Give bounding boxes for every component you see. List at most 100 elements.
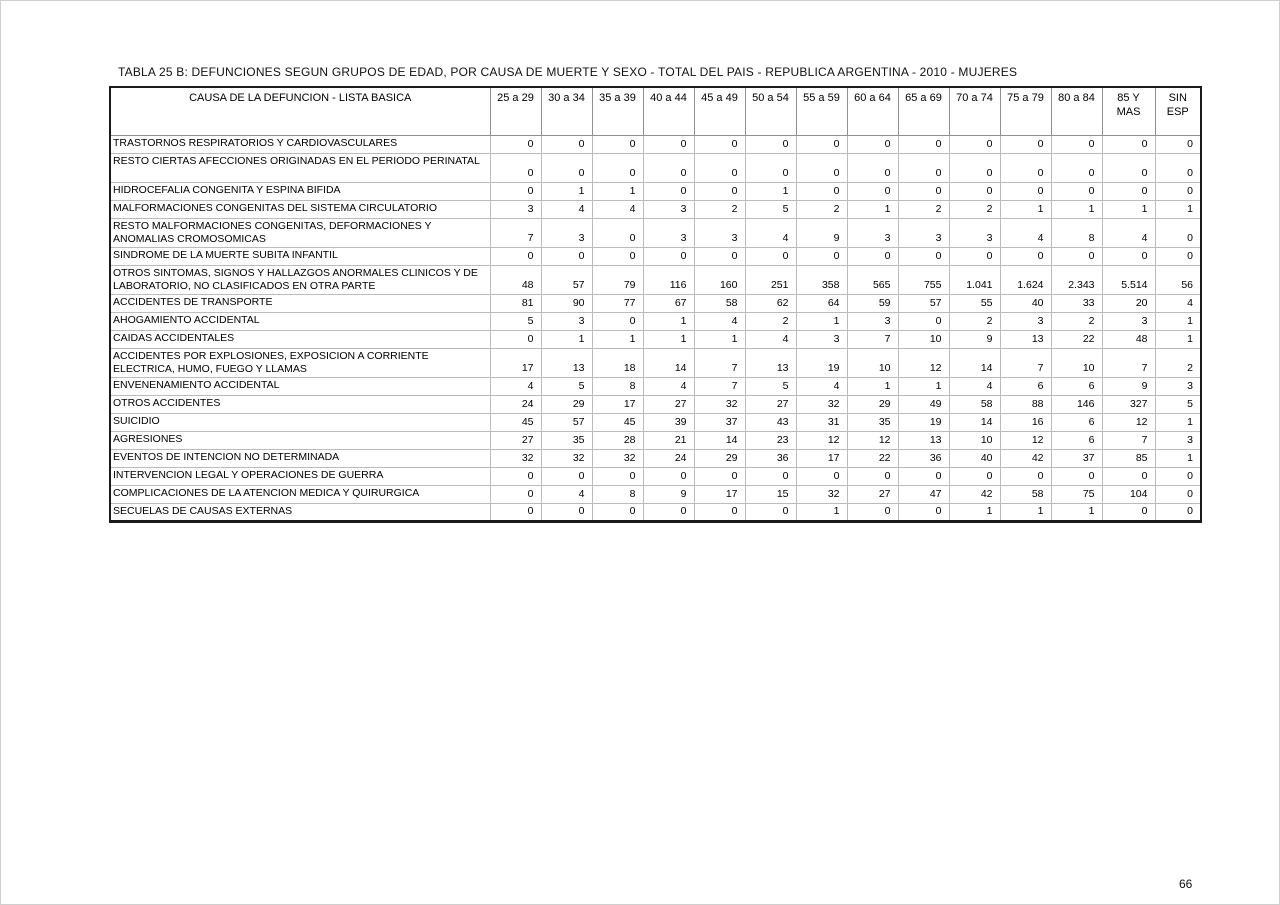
- value-cell: 0: [642, 466, 695, 486]
- value-cell: 36: [744, 448, 797, 468]
- value-cell: 7: [693, 347, 746, 378]
- value-cell: 17: [693, 484, 746, 504]
- value-cell: 6: [999, 376, 1052, 396]
- value-cell: 0: [1154, 217, 1202, 248]
- value-cell: 1: [642, 311, 695, 331]
- value-cell: 1: [540, 329, 593, 349]
- value-cell: 27: [846, 484, 899, 504]
- value-cell: 0: [897, 466, 950, 486]
- value-cell: 0: [591, 246, 644, 266]
- value-cell: 24: [642, 448, 695, 468]
- cause-cell: ACCIDENTES DE TRANSPORTE: [109, 293, 491, 313]
- value-cell: 57: [540, 264, 593, 295]
- value-cell: 19: [795, 347, 848, 378]
- table-row: SUICIDIO 45 57 45 39 37 43 31 35 19 14 16 6 12 1: [109, 412, 1202, 432]
- value-cell: 2: [1154, 347, 1202, 378]
- table-row: EVENTOS DE INTENCION NO DETERMINADA 32 32 3…: [109, 448, 1202, 468]
- cause-cell: OTROS ACCIDENTES: [109, 394, 491, 414]
- value-cell: 116: [642, 264, 695, 295]
- value-cell: 10: [1050, 347, 1103, 378]
- value-cell: 1: [1154, 311, 1202, 331]
- value-cell: 0: [642, 181, 695, 201]
- table-row: SINDROME DE LA MUERTE SUBITA INFANTIL 0 0 0…: [109, 246, 1202, 266]
- value-cell: 79: [591, 264, 644, 295]
- value-cell: 5: [744, 376, 797, 396]
- value-cell: 0: [795, 466, 848, 486]
- value-cell: 565: [846, 264, 899, 295]
- value-cell: 358: [795, 264, 848, 295]
- age-group-header-cell: 55 a 59: [795, 87, 848, 136]
- age-group-header-cell: 85 Y MAS: [1101, 87, 1156, 136]
- value-cell: 3: [795, 329, 848, 349]
- table-header: CAUSA DE LA DEFUNCION - LISTA BASICA 25 …: [109, 87, 1202, 136]
- value-cell: 0: [489, 502, 542, 522]
- value-cell: 5: [489, 311, 542, 331]
- value-cell: 29: [693, 448, 746, 468]
- value-cell: 14: [693, 430, 746, 450]
- value-cell: 1: [1154, 199, 1202, 219]
- value-cell: 32: [591, 448, 644, 468]
- value-cell: 4: [1101, 217, 1156, 248]
- age-group-header-cell: 80 a 84: [1050, 87, 1103, 136]
- value-cell: 0: [999, 181, 1052, 201]
- value-cell: 0: [897, 134, 950, 154]
- value-cell: 0: [948, 246, 1001, 266]
- age-group-header-cell: 75 a 79: [999, 87, 1052, 136]
- value-cell: 1: [1154, 329, 1202, 349]
- table-row: ACCIDENTES POR EXPLOSIONES, EXPOSICION A…: [109, 347, 1202, 378]
- value-cell: 0: [1050, 152, 1103, 183]
- value-cell: 251: [744, 264, 797, 295]
- value-cell: 43: [744, 412, 797, 432]
- value-cell: 1.041: [948, 264, 1001, 295]
- value-cell: 0: [693, 181, 746, 201]
- cause-cell: TRASTORNOS RESPIRATORIOS Y CARDIOVASCULA…: [109, 134, 491, 154]
- value-cell: 12: [897, 347, 950, 378]
- value-cell: 1: [1154, 448, 1202, 468]
- value-cell: 17: [489, 347, 542, 378]
- value-cell: 3: [1154, 376, 1202, 396]
- value-cell: 2: [948, 311, 1001, 331]
- value-cell: 14: [642, 347, 695, 378]
- cause-cell: RESTO CIERTAS AFECCIONES ORIGINADAS EN E…: [109, 152, 491, 183]
- age-group-header-cell: 25 a 29: [489, 87, 542, 136]
- value-cell: 31: [795, 412, 848, 432]
- value-cell: 0: [999, 246, 1052, 266]
- table-row: COMPLICACIONES DE LA ATENCION MEDICA Y Q…: [109, 484, 1202, 504]
- value-cell: 5: [744, 199, 797, 219]
- value-cell: 3: [693, 217, 746, 248]
- value-cell: 59: [846, 293, 899, 313]
- value-cell: 40: [948, 448, 1001, 468]
- cause-cell: AGRESIONES: [109, 430, 491, 450]
- value-cell: 27: [744, 394, 797, 414]
- value-cell: 1: [1154, 412, 1202, 432]
- cause-cell: AHOGAMIENTO ACCIDENTAL: [109, 311, 491, 331]
- value-cell: 0: [999, 152, 1052, 183]
- table-row: CAIDAS ACCIDENTALES 0 1 1 1 1 4 3 7 10 9 13 22 48 1: [109, 329, 1202, 349]
- value-cell: 12: [999, 430, 1052, 450]
- value-cell: 0: [744, 466, 797, 486]
- value-cell: 36: [897, 448, 950, 468]
- value-cell: 62: [744, 293, 797, 313]
- value-cell: 48: [489, 264, 542, 295]
- value-cell: 0: [1050, 466, 1103, 486]
- value-cell: 37: [693, 412, 746, 432]
- value-cell: 6: [1050, 376, 1103, 396]
- value-cell: 0: [1101, 246, 1156, 266]
- value-cell: 0: [846, 134, 899, 154]
- value-cell: 14: [948, 347, 1001, 378]
- value-cell: 1: [1050, 502, 1103, 522]
- value-cell: 0: [1154, 181, 1202, 201]
- value-cell: 22: [1050, 329, 1103, 349]
- value-cell: 3: [897, 217, 950, 248]
- value-cell: 7: [999, 347, 1052, 378]
- value-cell: 27: [642, 394, 695, 414]
- value-cell: 0: [642, 134, 695, 154]
- value-cell: 49: [897, 394, 950, 414]
- value-cell: 39: [642, 412, 695, 432]
- value-cell: 9: [642, 484, 695, 504]
- value-cell: 3: [846, 217, 899, 248]
- value-cell: 2: [744, 311, 797, 331]
- value-cell: 12: [1101, 412, 1156, 432]
- value-cell: 0: [897, 311, 950, 331]
- value-cell: 3: [999, 311, 1052, 331]
